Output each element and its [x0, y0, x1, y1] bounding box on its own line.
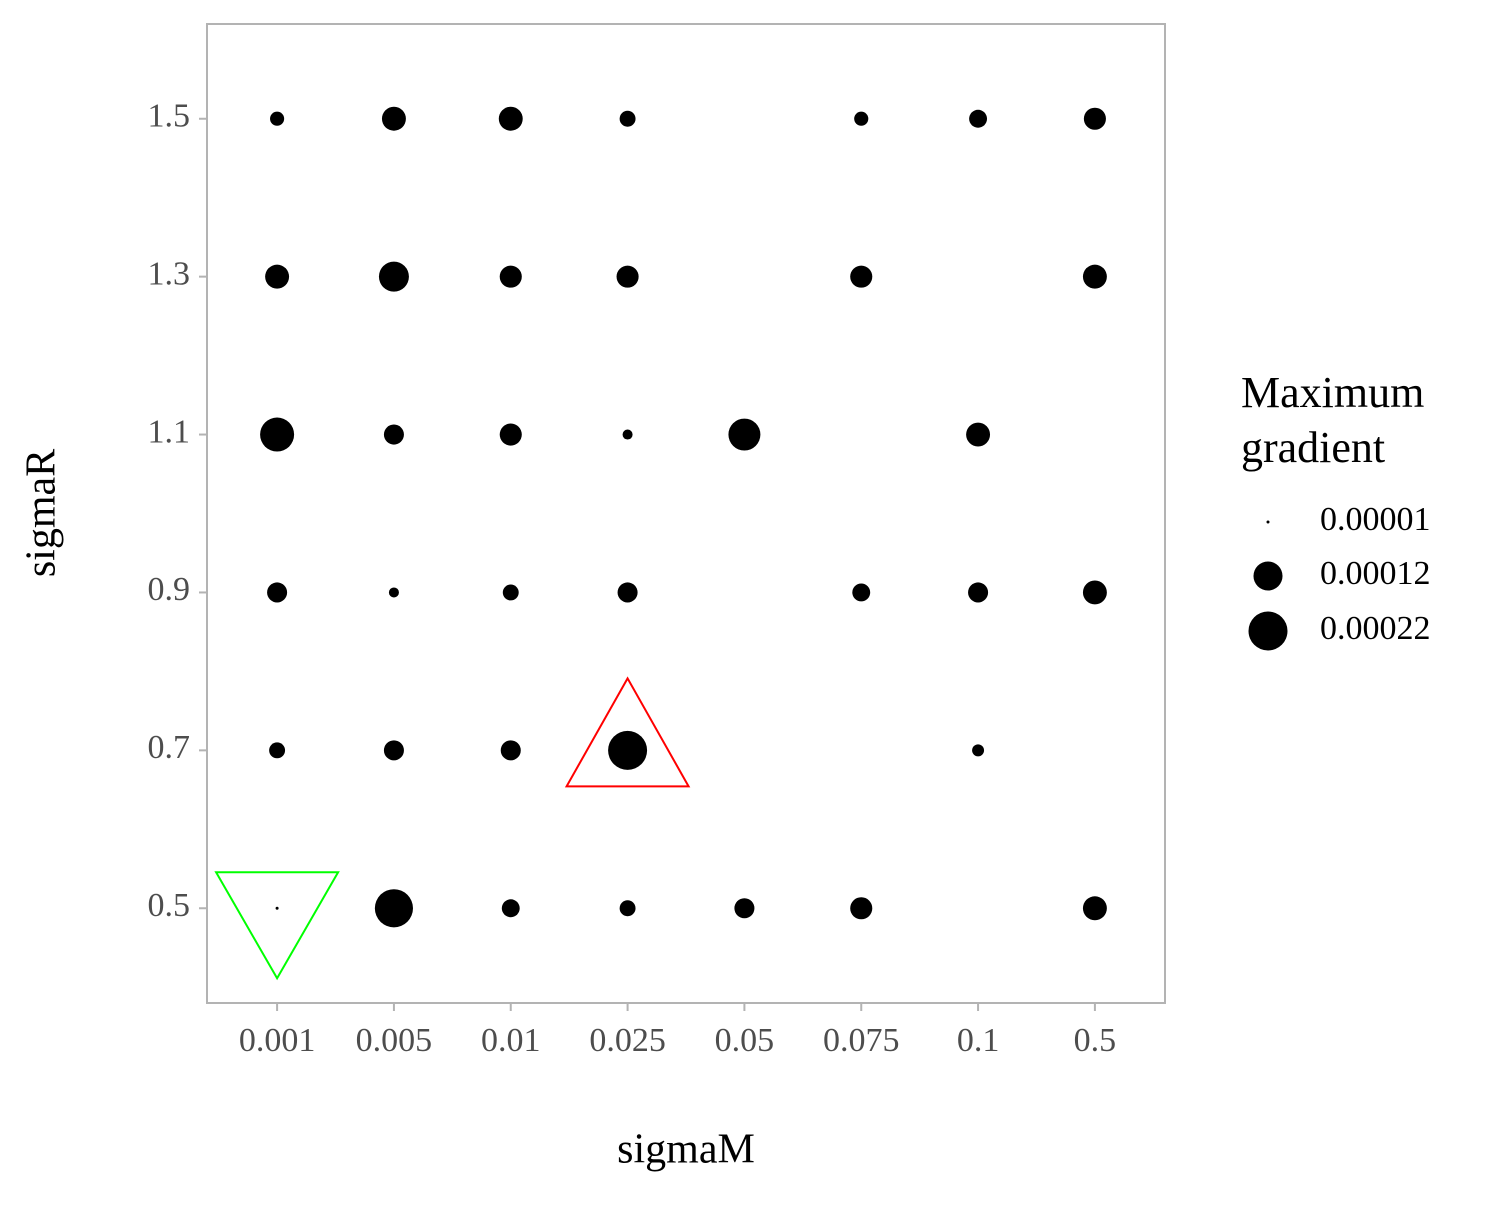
highlight-triangle	[214, 871, 340, 981]
bubble	[972, 744, 985, 757]
bubble	[383, 424, 404, 445]
bubble	[619, 900, 636, 917]
bubble	[381, 106, 406, 131]
legend-label: 0.00012	[1320, 555, 1431, 592]
bubble	[502, 584, 519, 601]
bubble	[275, 906, 279, 910]
bubble	[850, 897, 873, 920]
x-tick-label: 0.005	[356, 1022, 433, 1059]
bubble	[1082, 264, 1107, 289]
x-tick-label: 0.025	[589, 1022, 666, 1059]
legend-key	[1248, 611, 1288, 651]
y-tick-label: 1.1	[148, 413, 191, 450]
bubble	[388, 587, 399, 598]
bubble	[498, 106, 523, 131]
legend-key	[1253, 561, 1283, 591]
y-tick-label: 1.3	[148, 255, 191, 292]
y-axis-title: sigmaR	[19, 449, 65, 577]
x-tick-label: 0.1	[957, 1022, 1000, 1059]
bubble	[383, 740, 404, 761]
bubble	[966, 422, 991, 447]
legend-title: Maximum	[1241, 368, 1424, 417]
legend-title: gradient	[1241, 423, 1385, 472]
bubble	[265, 264, 290, 289]
bubble	[267, 582, 288, 603]
bubble	[1082, 580, 1107, 605]
bubble	[500, 740, 521, 761]
legend-key	[1266, 520, 1270, 524]
bubble	[850, 265, 873, 288]
y-tick-label: 0.7	[148, 729, 191, 766]
x-tick-label: 0.01	[481, 1022, 541, 1059]
bubble	[969, 109, 988, 128]
bubble	[378, 261, 409, 292]
y-tick-label: 1.5	[148, 98, 191, 135]
bubble	[968, 582, 989, 603]
x-tick-label: 0.5	[1074, 1022, 1117, 1059]
bubble	[269, 742, 286, 759]
panel-border	[206, 23, 1166, 1004]
bubble	[619, 110, 636, 127]
bubble	[499, 423, 522, 446]
bubble	[622, 429, 633, 440]
x-tick-label: 0.075	[823, 1022, 900, 1059]
x-tick-label: 0.05	[715, 1022, 775, 1059]
bubble	[499, 265, 522, 288]
bubble	[728, 418, 761, 451]
x-axis-title: sigmaM	[617, 1127, 755, 1173]
bubble	[608, 730, 648, 770]
bubble	[617, 582, 638, 603]
y-tick-label: 0.9	[148, 571, 191, 608]
bubble	[854, 111, 869, 126]
bubble	[501, 899, 520, 918]
x-tick-label: 0.001	[239, 1022, 316, 1059]
bubble	[852, 583, 871, 602]
legend-label: 0.00022	[1320, 610, 1431, 647]
bubble	[270, 111, 285, 126]
highlight-triangle	[564, 676, 691, 788]
bubble	[260, 417, 295, 452]
bubble	[1083, 107, 1106, 130]
y-tick-label: 0.5	[148, 887, 191, 924]
bubble	[1082, 896, 1107, 921]
bubble	[374, 889, 413, 928]
bubble	[734, 898, 755, 919]
legend-label: 0.00001	[1320, 501, 1431, 538]
bubble	[616, 265, 639, 288]
